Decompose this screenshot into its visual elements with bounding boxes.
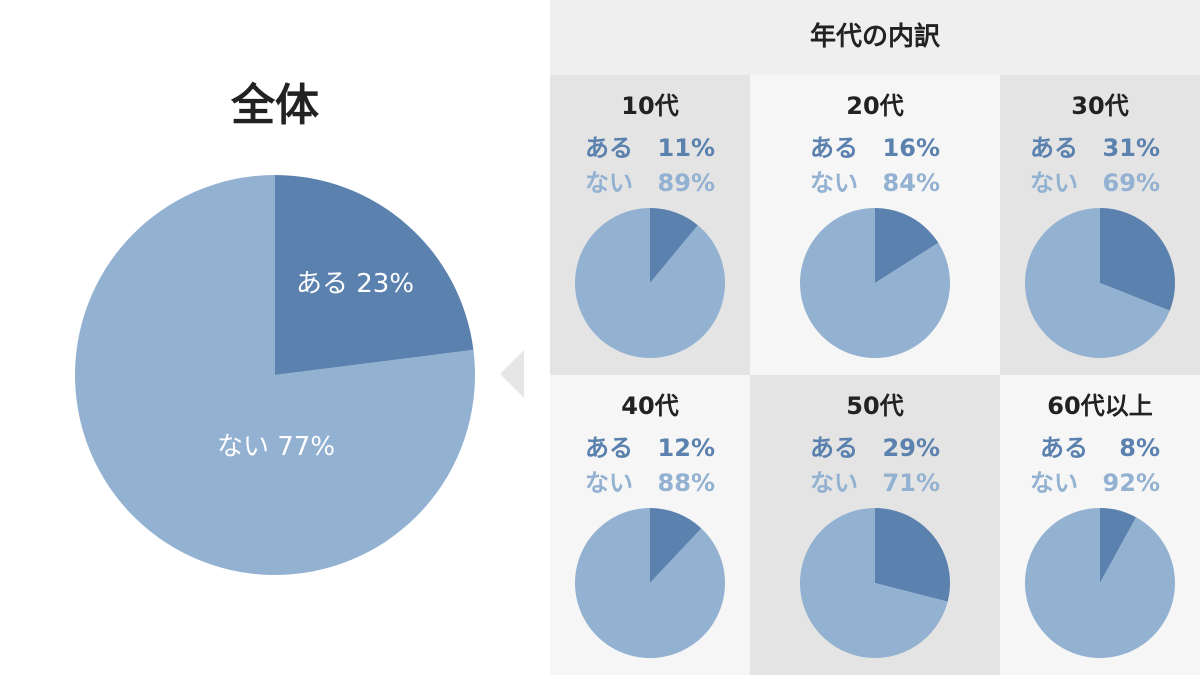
overall-label-aru: ある 23% xyxy=(296,269,414,299)
aru-percent: 8% xyxy=(1119,434,1160,462)
nai-percent: 84% xyxy=(882,169,940,197)
group-title: 30代 xyxy=(1071,92,1129,120)
pie-slice-aru xyxy=(650,508,702,583)
aru-row: ある 8% xyxy=(1000,433,1200,463)
group-cell-20s: 20代 ある 16% ない 84% xyxy=(750,75,1000,375)
pie-slice-aru xyxy=(1100,208,1175,311)
nai-label: ない xyxy=(810,169,858,197)
pie-chart-30s xyxy=(1025,208,1175,358)
pie-slice-nai xyxy=(575,208,725,358)
aru-row: ある 31% xyxy=(1000,133,1200,163)
aru-label: ある xyxy=(585,434,633,462)
nai-row: ない 69% xyxy=(1000,168,1200,198)
group-title: 60代以上 xyxy=(1047,392,1153,420)
pie-slice-nai xyxy=(1025,508,1175,658)
nai-row: ない 84% xyxy=(750,168,1000,198)
pie-slice-nai xyxy=(575,508,725,658)
group-cell-10s: 10代 ある 11% ない 89% xyxy=(550,75,750,375)
nai-row: ない 71% xyxy=(750,468,1000,498)
overall-title: 全体 xyxy=(231,80,319,131)
aru-row: ある 12% xyxy=(550,433,750,463)
pie-slice-aru xyxy=(875,508,950,602)
pie-chart-40s xyxy=(575,508,725,658)
aru-row: ある 16% xyxy=(750,133,1000,163)
pie-slice-aru xyxy=(650,208,698,283)
pie-slice-nai xyxy=(74,175,475,575)
nai-label: ない xyxy=(585,469,633,497)
group-cell-50s: 50代 ある 29% ない 71% xyxy=(750,375,1000,675)
aru-label: ある xyxy=(810,434,858,462)
aru-percent: 12% xyxy=(657,434,715,462)
aru-label: ある xyxy=(585,134,633,162)
nai-percent: 89% xyxy=(657,169,715,197)
nai-label: ない xyxy=(810,469,858,497)
pie-chart-10s xyxy=(575,208,725,358)
pie-slice-nai xyxy=(800,508,948,658)
pie-chart-50s xyxy=(800,508,950,658)
overall-pie-chart: ある 23% ない 77% xyxy=(74,175,475,575)
nai-label: ない xyxy=(1030,169,1078,197)
aru-row: ある 11% xyxy=(550,133,750,163)
group-cell-40s: 40代 ある 12% ない 88% xyxy=(550,375,750,675)
aru-percent: 16% xyxy=(882,134,940,162)
overall-panel: 全体 ある 23% ない 77% xyxy=(0,0,550,675)
aru-label: ある xyxy=(1030,134,1078,162)
pie-slice-aru xyxy=(875,208,939,283)
breakdown-panel: 年代の内訳 10代 ある 11% ない 89% 20代 ある 16% ない 84… xyxy=(550,0,1200,675)
group-cell-30s: 30代 ある 31% ない 69% xyxy=(1000,75,1200,375)
pie-chart-60s-plus xyxy=(1025,508,1175,658)
group-cell-60s-plus: 60代以上 ある 8% ない 92% xyxy=(1000,375,1200,675)
aru-percent: 29% xyxy=(882,434,940,462)
group-title: 40代 xyxy=(621,392,679,420)
nai-label: ない xyxy=(1030,469,1078,497)
nai-row: ない 89% xyxy=(550,168,750,198)
aru-label: ある xyxy=(810,134,858,162)
aru-percent: 31% xyxy=(1102,134,1160,162)
pie-chart-20s xyxy=(800,208,950,358)
pie-slice-aru xyxy=(1100,508,1137,583)
pie-slice-aru xyxy=(275,175,474,375)
nai-row: ない 92% xyxy=(1000,468,1200,498)
breakdown-header: 年代の内訳 xyxy=(550,0,1200,75)
aru-percent: 11% xyxy=(657,134,715,162)
pie-slice-nai xyxy=(800,208,950,358)
overall-label-nai: ない 77% xyxy=(217,432,335,462)
nai-percent: 92% xyxy=(1102,469,1160,497)
nai-row: ない 88% xyxy=(550,468,750,498)
nai-percent: 71% xyxy=(882,469,940,497)
group-title: 50代 xyxy=(846,392,904,420)
aru-label: ある xyxy=(1040,434,1088,462)
pie-slice-nai xyxy=(1025,208,1170,358)
pointer-arrow xyxy=(500,350,524,398)
group-title: 10代 xyxy=(621,92,679,120)
aru-row: ある 29% xyxy=(750,433,1000,463)
nai-label: ない xyxy=(585,169,633,197)
nai-percent: 69% xyxy=(1102,169,1160,197)
group-title: 20代 xyxy=(846,92,904,120)
nai-percent: 88% xyxy=(657,469,715,497)
